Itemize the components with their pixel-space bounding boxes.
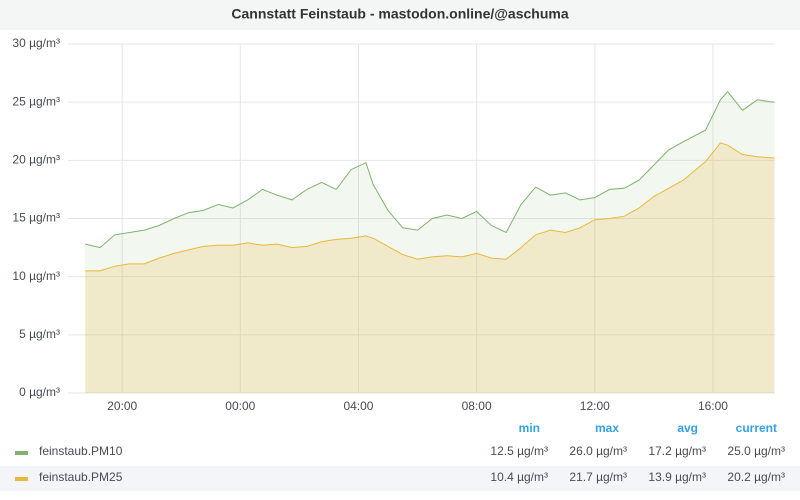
legend-label: feinstaub.PM10 bbox=[39, 444, 123, 458]
y-tick-label: 25 µg/m³ bbox=[12, 94, 60, 108]
y-tick-label: 0 µg/m³ bbox=[19, 385, 60, 399]
legend-stat: 12.5 µg/m³ bbox=[490, 444, 548, 458]
series-line bbox=[85, 142, 775, 272]
x-tick-label: 04:00 bbox=[343, 399, 373, 413]
legend-stat: 21.7 µg/m³ bbox=[569, 470, 627, 484]
legend-header: min bbox=[519, 421, 540, 435]
legend-stat: 20.2 µg/m³ bbox=[727, 470, 785, 484]
legend-label: feinstaub.PM25 bbox=[39, 470, 123, 484]
y-tick-label: 15 µg/m³ bbox=[12, 211, 60, 225]
legend-header: current bbox=[736, 421, 777, 435]
legend-header: max bbox=[595, 421, 619, 435]
area bbox=[85, 91, 775, 393]
legend-stat: 13.9 µg/m³ bbox=[648, 470, 706, 484]
y-tick-label: 5 µg/m³ bbox=[19, 327, 60, 341]
x-tick-label: 12:00 bbox=[580, 399, 610, 413]
legend-stat: 10.4 µg/m³ bbox=[490, 470, 548, 484]
y-tick-label: 10 µg/m³ bbox=[12, 269, 60, 283]
y-tick-label: 30 µg/m³ bbox=[12, 36, 60, 50]
x-tick-label: 08:00 bbox=[462, 399, 492, 413]
legend-header: avg bbox=[677, 421, 698, 435]
x-tick-label: 00:00 bbox=[225, 399, 255, 413]
legend-stat: 26.0 µg/m³ bbox=[569, 444, 627, 458]
series-line bbox=[85, 90, 775, 249]
legend-stat: 17.2 µg/m³ bbox=[648, 444, 706, 458]
x-tick-label: 16:00 bbox=[698, 399, 728, 413]
legend-row-bg bbox=[0, 466, 800, 491]
x-tick-label: 20:00 bbox=[107, 399, 137, 413]
area bbox=[85, 142, 775, 393]
chart-title: Cannstatt Feinstaub - mastodon.online/@a… bbox=[231, 6, 568, 22]
title-bar bbox=[0, 0, 800, 30]
y-tick-label: 20 µg/m³ bbox=[12, 153, 60, 167]
legend-stat: 25.0 µg/m³ bbox=[727, 444, 785, 458]
